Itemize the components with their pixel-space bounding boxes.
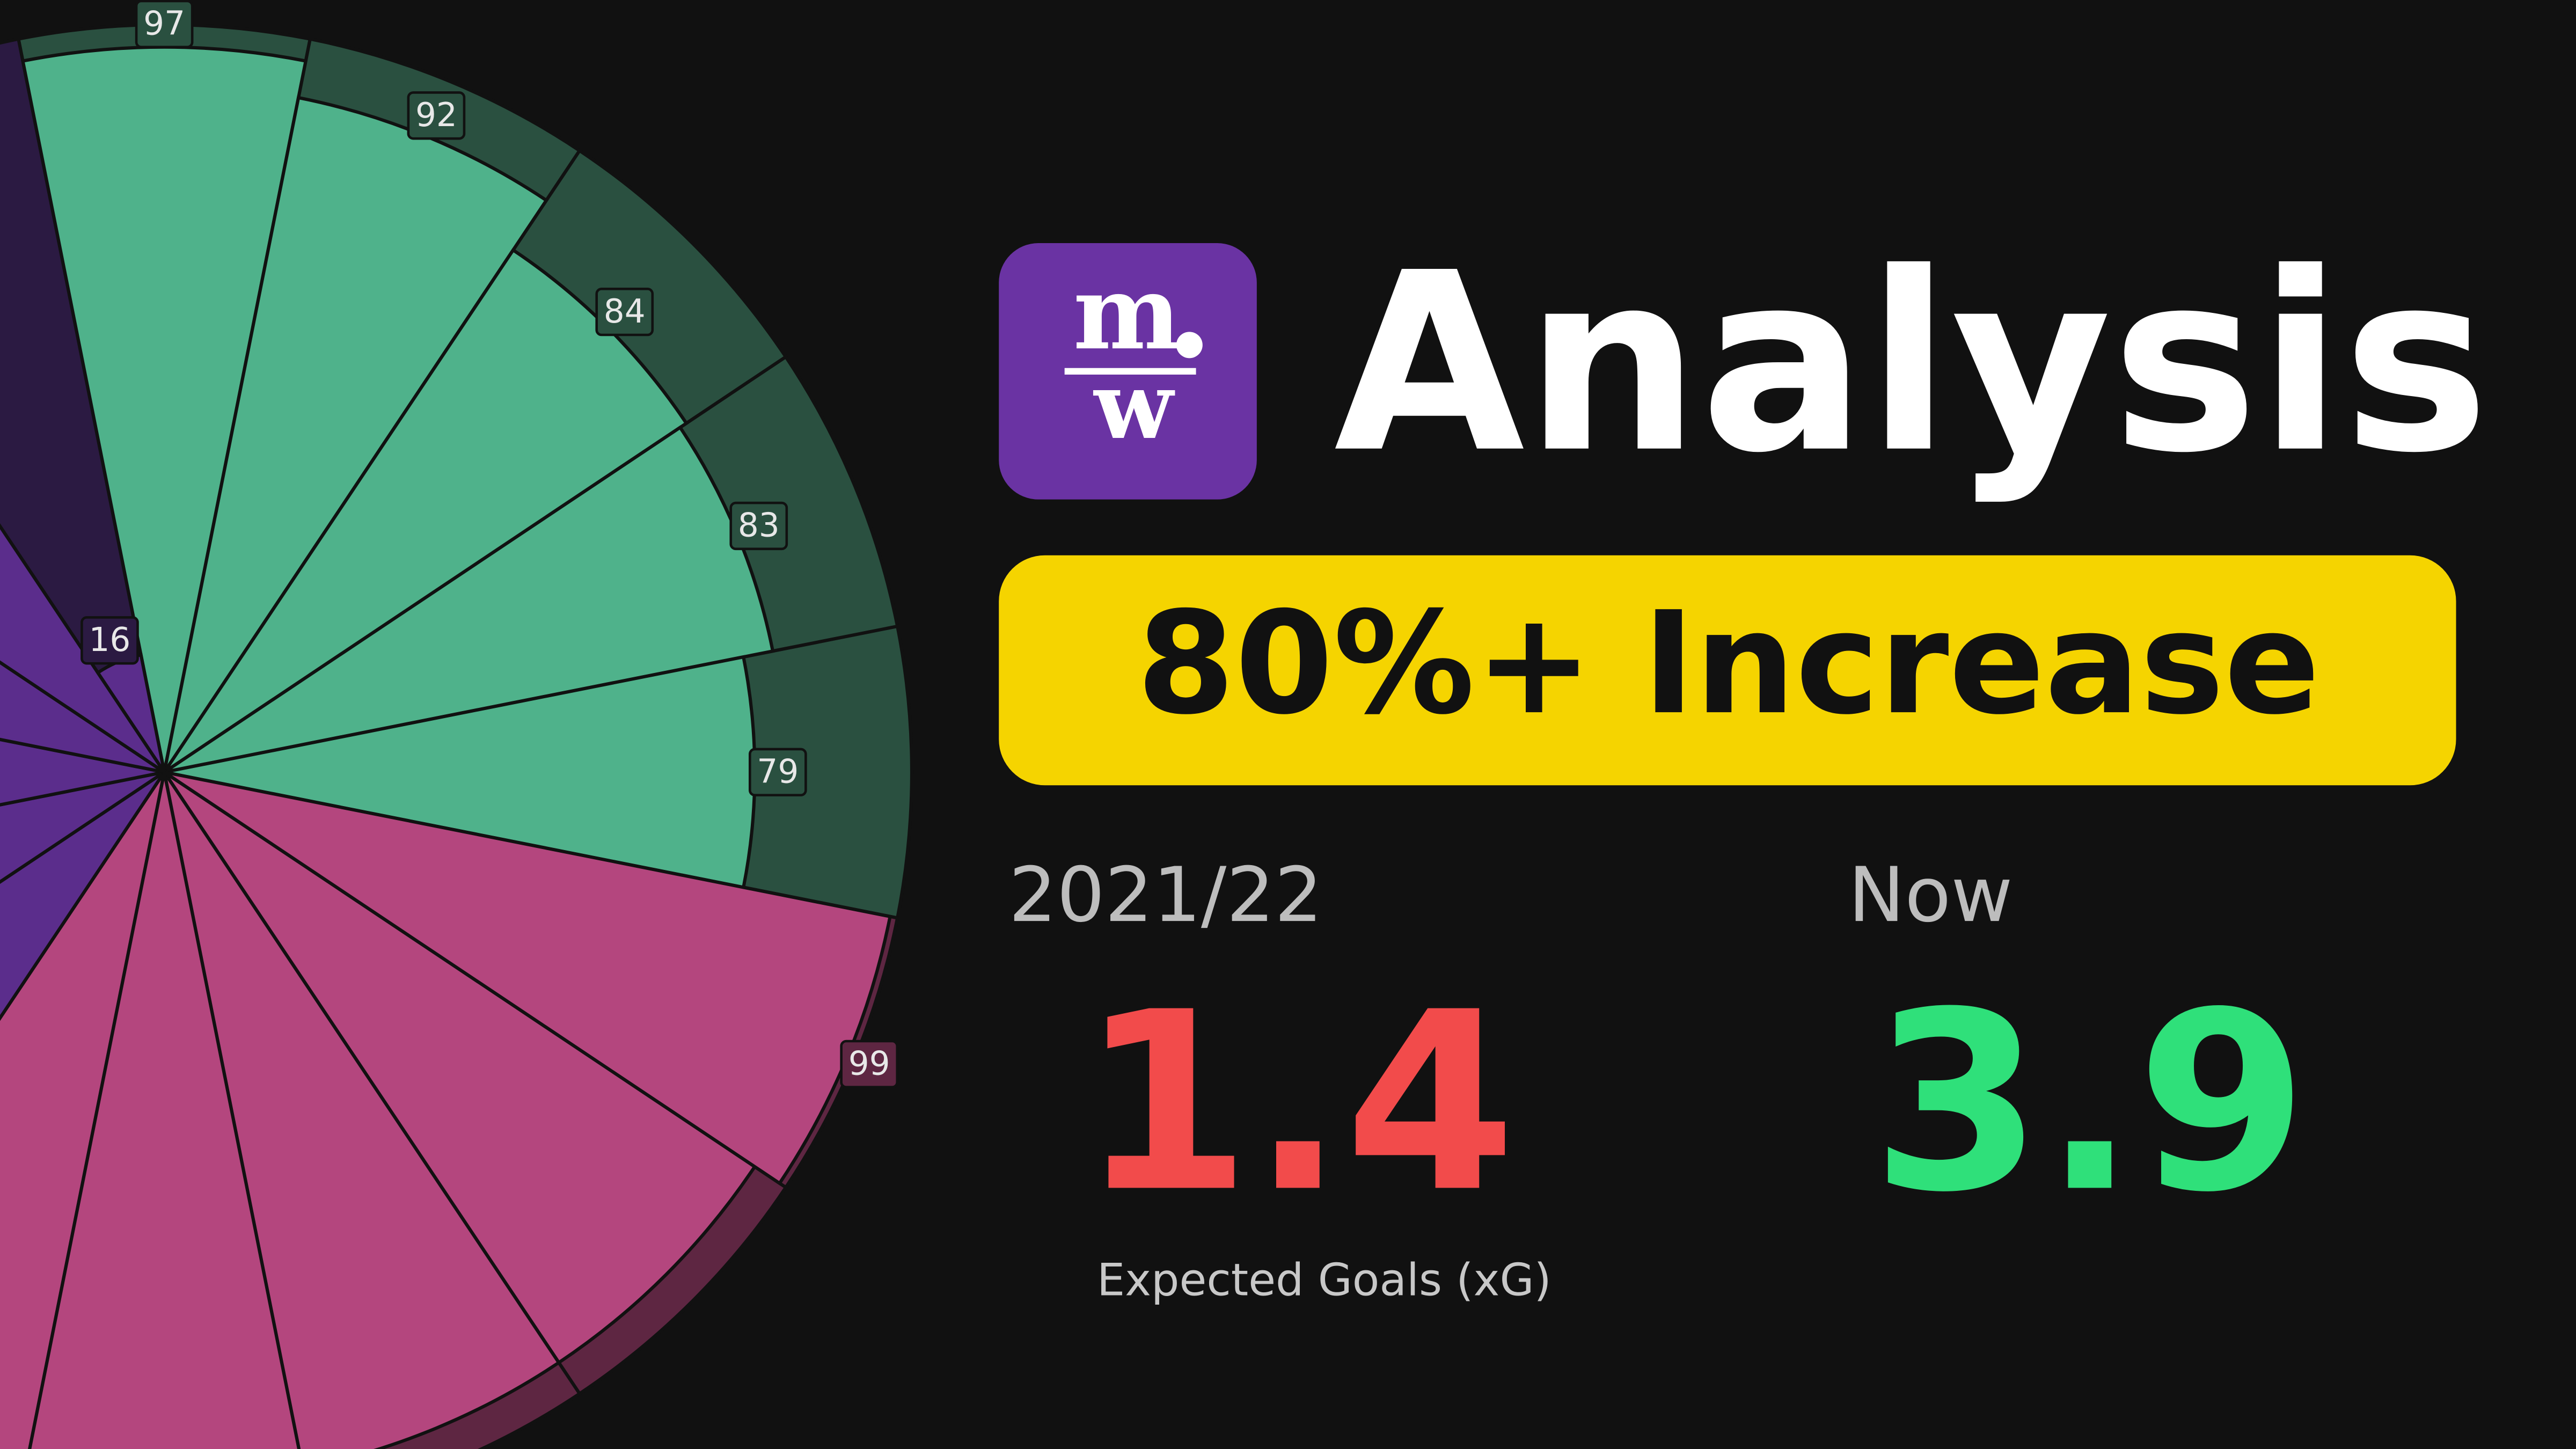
banner-text: 80%+ Increase (1137, 582, 2320, 746)
slice (28, 772, 301, 1449)
after-label: Now (1848, 851, 2013, 939)
value-label: 99 (848, 1045, 890, 1083)
slice-background (0, 37, 166, 773)
value-label-box (749, 748, 807, 796)
metric-label: Expected Goals (xG) (1097, 1254, 1552, 1306)
value-label: 79 (757, 752, 799, 791)
slice-decor (163, 771, 757, 1365)
logo-ball (1176, 332, 1203, 358)
logo-top: m (1073, 253, 1181, 372)
slice-decor (0, 771, 166, 1449)
pizza-chart: 9792848379999616 (0, 0, 914, 1449)
logo-bottom: w (1093, 352, 1175, 460)
value-label: 92 (415, 96, 457, 134)
slice-decor (0, 771, 166, 1021)
value-label: 83 (738, 507, 780, 545)
before-label: 2021/22 (1009, 851, 1323, 939)
slice-decor (163, 771, 561, 1449)
banner (999, 555, 2456, 786)
value-label: 84 (604, 292, 646, 331)
value-label-box (595, 288, 654, 336)
slice-decor (0, 737, 165, 807)
value-label-box (840, 1040, 899, 1089)
value-label-box (80, 616, 139, 665)
value-label: 97 (143, 5, 185, 43)
title: Analysis (1334, 221, 2490, 507)
value-label-box (407, 91, 466, 140)
before-value: 1.4 (1080, 960, 1516, 1246)
value-label-box (135, 0, 194, 48)
value-label: 16 (89, 621, 130, 659)
after-value: 3.9 (1871, 960, 2308, 1246)
slice-decor (0, 770, 165, 884)
value-label-box (729, 501, 788, 551)
